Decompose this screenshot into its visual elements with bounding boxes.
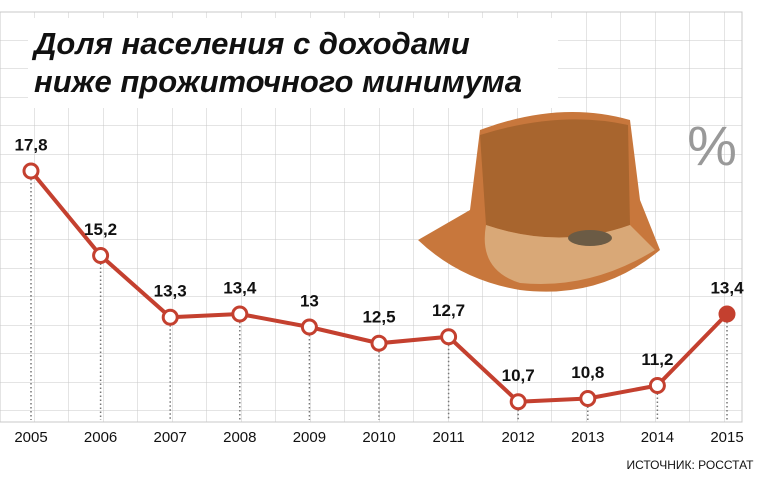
value-label: 10,8 xyxy=(571,363,604,382)
frame xyxy=(0,11,743,423)
value-label: 17,8 xyxy=(14,135,47,154)
x-tick-label: 2015 xyxy=(710,429,743,446)
x-tick-label: 2011 xyxy=(432,429,464,446)
value-label: 13,4 xyxy=(710,278,744,297)
point xyxy=(22,162,40,180)
x-tick-label: 2007 xyxy=(154,429,187,446)
wallet-image xyxy=(418,112,660,292)
point xyxy=(509,393,527,411)
x-tick-label: 2006 xyxy=(84,429,117,446)
x-tick-label: 2009 xyxy=(293,429,326,446)
value-label: 15,2 xyxy=(84,220,117,239)
chart-title: Доля населения с доходами xyxy=(31,26,470,61)
x-tick-label: 2013 xyxy=(571,429,604,446)
point xyxy=(231,305,249,323)
point xyxy=(300,318,318,336)
value-label: 13,4 xyxy=(223,278,257,297)
x-tick-label: 2010 xyxy=(362,429,395,446)
x-tick-label: 2005 xyxy=(14,429,47,446)
point xyxy=(440,328,458,346)
chart-title: ниже прожиточного минимума xyxy=(34,64,522,99)
value-label: 11,2 xyxy=(641,350,673,369)
title-backdrop xyxy=(28,18,558,108)
x-tick-label: 2012 xyxy=(502,429,535,446)
x-tick-label: 2014 xyxy=(641,429,674,446)
unit-symbol: % xyxy=(687,114,737,177)
point xyxy=(718,305,736,323)
source-note: ИСТОЧНИК: РОССТАТ xyxy=(626,458,754,472)
point xyxy=(648,377,666,394)
value-label: 12,7 xyxy=(432,301,465,320)
point xyxy=(370,334,388,352)
point xyxy=(92,247,110,264)
point xyxy=(579,390,597,407)
point xyxy=(161,308,179,326)
value-label: 12,5 xyxy=(362,308,395,327)
x-tick-label: 2008 xyxy=(223,429,256,446)
value-label: 13,3 xyxy=(154,282,187,301)
value-label: 13 xyxy=(300,291,319,310)
value-label: 10,7 xyxy=(502,366,535,385)
